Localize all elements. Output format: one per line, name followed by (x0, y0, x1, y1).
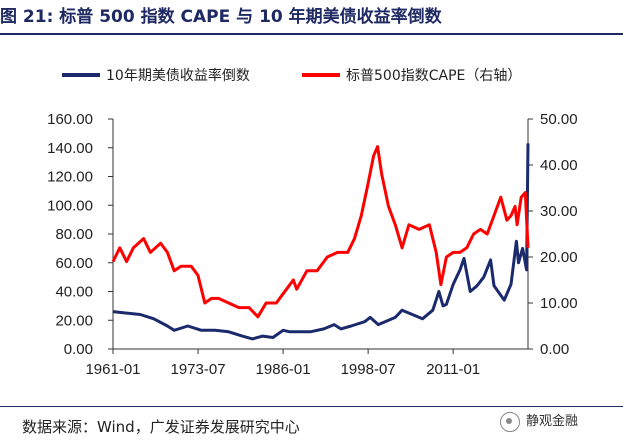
right-tick-label: 50.00 (540, 111, 578, 128)
left-tick-label: 160.00 (47, 111, 93, 128)
left-tick-label: 100.00 (47, 197, 93, 214)
chart-axes: 0.00 20.00 40.00 60.00 80.00 100.00 120.00 140.… (47, 111, 577, 378)
title-divider (0, 33, 623, 35)
chart-lines (111, 143, 530, 341)
chart-canvas: 10年期美债收益率倒数 标普500指数CAPE（右轴） 0.00 20.00 40.… (47, 67, 577, 378)
series-line-2 (111, 145, 530, 319)
legend-label-series-2: 标普500指数CAPE（右轴） (346, 68, 521, 84)
legend-label-series-1: 10年期美债收益率倒数 (106, 67, 250, 84)
watermark: 静观金融 (500, 410, 578, 432)
left-tick-label: 120.00 (47, 169, 93, 186)
x-tick-label: 1961-01 (85, 361, 140, 378)
figure-title: 图 21: 标普 500 指数 CAPE 与 10 年期美债收益率倒数 (0, 7, 442, 27)
series-line-1 (112, 143, 530, 341)
right-tick-label: 30.00 (540, 203, 578, 220)
chart-legend: 10年期美债收益率倒数 标普500指数CAPE（右轴） (62, 67, 521, 84)
source-note: 数据来源：Wind，广发证券发展研究中心 (22, 418, 300, 436)
left-tick-label: 140.00 (47, 140, 93, 157)
x-tick-label: 1973-07 (171, 361, 226, 378)
left-tick-label: 60.00 (55, 255, 93, 272)
right-tick-label: 40.00 (540, 157, 578, 174)
left-tick-label: 80.00 (55, 226, 93, 243)
x-tick-label: 1986-01 (256, 361, 311, 378)
x-tick-label: 2011-01 (426, 361, 480, 378)
x-tick-label: 1998-07 (341, 361, 396, 378)
left-tick-label: 40.00 (55, 284, 93, 301)
right-tick-label: 10.00 (540, 295, 578, 312)
footer-divider (0, 406, 623, 407)
right-tick-label: 0.00 (540, 341, 569, 358)
left-tick-label: 20.00 (55, 312, 93, 329)
watermark-logo-icon (500, 411, 520, 432)
left-tick-label: 0.00 (64, 341, 93, 358)
watermark-label: 静观金融 (526, 414, 579, 429)
right-tick-label: 20.00 (540, 249, 578, 266)
